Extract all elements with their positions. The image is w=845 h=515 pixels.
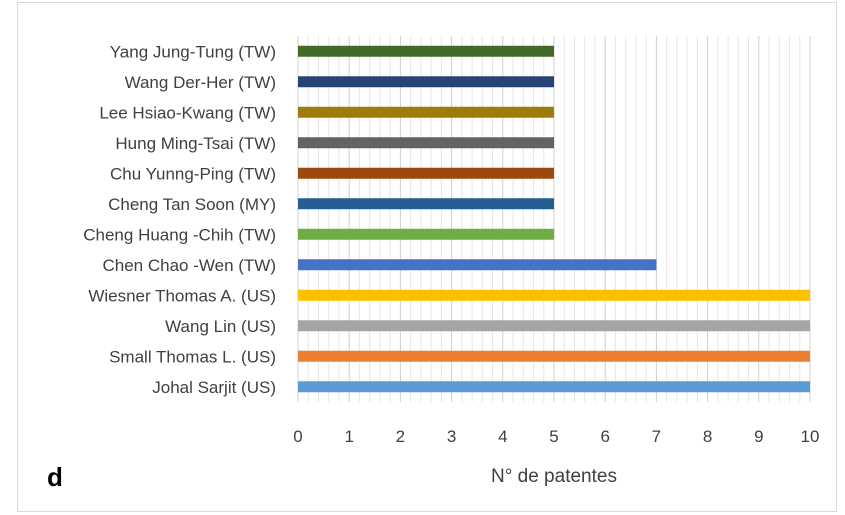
x-tick-label: 7 (652, 427, 661, 446)
x-tick-label: 5 (549, 427, 558, 446)
chart-border (17, 2, 837, 512)
bar (298, 228, 554, 240)
x-tick-label: 9 (754, 427, 763, 446)
category-label: Cheng Tan Soon (MY) (108, 195, 276, 214)
bar (298, 320, 810, 332)
category-label: Lee Hsiao-Kwang (TW) (99, 103, 276, 122)
category-label: Wang Lin (US) (165, 317, 276, 336)
category-label: Wiesner Thomas A. (US) (88, 286, 276, 305)
x-tick-label: 2 (396, 427, 405, 446)
panel-label: d (47, 462, 63, 492)
category-labels: Yang Jung-Tung (TW) Wang Der-Her (TW) Lee … (83, 42, 276, 397)
x-tick-label: 6 (600, 427, 609, 446)
x-tick-label: 10 (801, 427, 820, 446)
bar (298, 167, 554, 179)
category-label: Hung Ming-Tsai (TW) (115, 134, 276, 153)
bar (298, 45, 554, 57)
bar (298, 76, 554, 88)
category-label: Small Thomas L. (US) (109, 347, 276, 366)
bar (298, 350, 810, 362)
x-tick-label: 4 (498, 427, 507, 446)
category-label: Cheng Huang -Chih (TW) (83, 225, 276, 244)
bar (298, 198, 554, 210)
gridlines (297, 36, 811, 402)
bar (298, 259, 657, 271)
bar (298, 106, 554, 118)
x-axis-title: N° de patentes (491, 466, 617, 487)
x-tick-label: 1 (344, 427, 353, 446)
x-tick-labels: 0 1 2 3 4 5 6 7 8 9 10 (293, 427, 819, 446)
bars (298, 45, 810, 393)
category-label: Chen Chao -Wen (TW) (102, 256, 276, 275)
category-label: Wang Der-Her (TW) (125, 73, 276, 92)
x-tick-label: 3 (447, 427, 456, 446)
bar (298, 289, 810, 301)
x-tick-label: 0 (293, 427, 302, 446)
category-label: Johal Sarjit (US) (152, 378, 276, 397)
x-tick-label: 8 (703, 427, 712, 446)
category-label: Chu Yunng-Ping (TW) (110, 164, 276, 183)
bar (298, 137, 554, 149)
bar (298, 381, 810, 393)
category-label: Yang Jung-Tung (TW) (110, 42, 276, 61)
